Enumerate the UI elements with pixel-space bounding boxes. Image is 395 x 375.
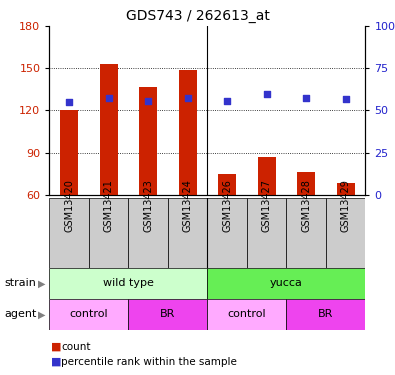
Point [105, 95, 112, 101]
Text: count: count [61, 342, 91, 352]
Text: control: control [228, 309, 266, 320]
Bar [100, 64, 118, 195]
Bar [49, 268, 207, 299]
Bar [207, 299, 286, 330]
Bar [247, 198, 286, 268]
Bar [139, 87, 157, 195]
Bar [168, 198, 207, 268]
Text: agent: agent [4, 309, 36, 320]
Text: wild type: wild type [103, 278, 154, 288]
Bar [337, 183, 355, 195]
Point [303, 95, 309, 101]
Text: percentile rank within the sample: percentile rank within the sample [61, 357, 237, 367]
Text: ▶: ▶ [38, 309, 45, 320]
Point [184, 95, 191, 101]
Text: yucca: yucca [270, 278, 303, 288]
Bar [49, 299, 128, 330]
Text: GSM13429: GSM13429 [340, 179, 351, 232]
Bar [258, 157, 276, 195]
Point [66, 99, 72, 105]
Text: GSM13427: GSM13427 [261, 178, 272, 232]
Bar [128, 299, 207, 330]
Text: GSM13421: GSM13421 [103, 179, 114, 232]
Bar [49, 198, 89, 268]
Bar [179, 70, 197, 195]
Bar [60, 110, 78, 195]
Text: ▶: ▶ [38, 278, 45, 288]
Text: GSM13420: GSM13420 [64, 179, 74, 232]
Text: BR: BR [318, 309, 333, 320]
Text: GSM13424: GSM13424 [182, 179, 193, 232]
Point [145, 98, 151, 104]
Bar [207, 268, 365, 299]
Point [342, 96, 349, 102]
Text: ■: ■ [51, 357, 62, 367]
Text: GSM13426: GSM13426 [222, 179, 232, 232]
Bar [89, 198, 128, 268]
Point [263, 91, 270, 97]
Bar [207, 198, 247, 268]
Bar [128, 198, 168, 268]
Bar [286, 198, 326, 268]
Text: strain: strain [4, 278, 36, 288]
Bar [297, 172, 315, 195]
Text: control: control [70, 309, 108, 320]
Bar [326, 198, 365, 268]
Text: GDS743 / 262613_at: GDS743 / 262613_at [126, 9, 269, 23]
Text: BR: BR [160, 309, 175, 320]
Text: GSM13428: GSM13428 [301, 179, 311, 232]
Text: ■: ■ [51, 342, 62, 352]
Bar [286, 299, 365, 330]
Bar [218, 174, 236, 195]
Point [224, 98, 230, 104]
Text: GSM13423: GSM13423 [143, 179, 153, 232]
